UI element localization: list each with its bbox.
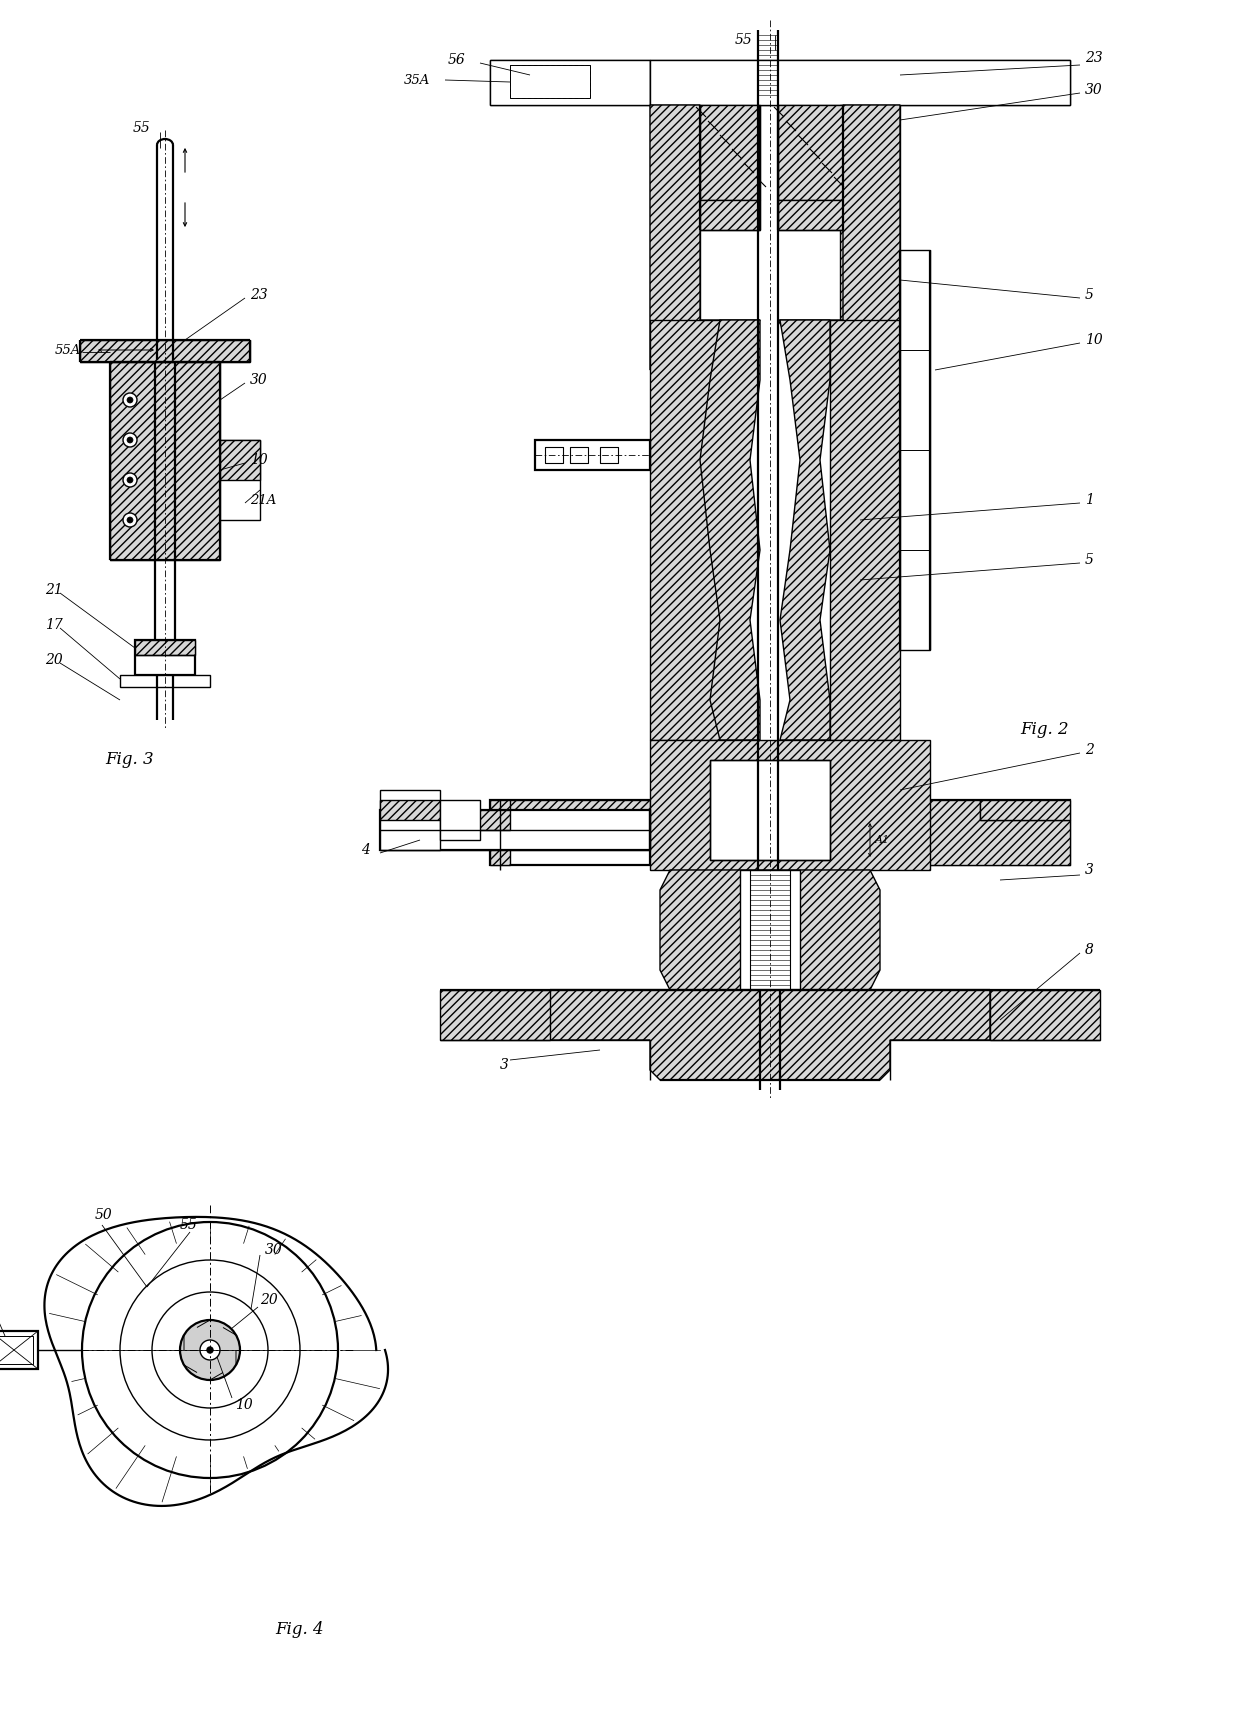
Text: 23: 23: [1085, 52, 1102, 65]
Polygon shape: [650, 105, 701, 370]
Text: 30: 30: [265, 1243, 283, 1257]
Text: 5: 5: [1085, 553, 1094, 567]
Bar: [120, 675, 210, 687]
Text: 21: 21: [45, 584, 63, 598]
Circle shape: [126, 517, 133, 523]
Bar: [650, 740, 930, 870]
Bar: [711, 759, 830, 859]
Bar: [650, 60, 1070, 105]
Circle shape: [180, 1321, 241, 1379]
Bar: [570, 448, 588, 463]
Bar: [830, 320, 900, 740]
Bar: [0, 1336, 33, 1364]
Text: 10: 10: [1085, 332, 1102, 348]
Text: Fig. 2: Fig. 2: [1021, 722, 1069, 739]
Bar: [135, 641, 195, 654]
Text: 2: 2: [1085, 742, 1094, 758]
Bar: [839, 105, 900, 320]
Text: 8: 8: [1085, 944, 1094, 957]
Circle shape: [123, 432, 136, 448]
Bar: [379, 801, 440, 820]
Bar: [219, 441, 260, 480]
Bar: [900, 801, 1070, 864]
Text: 35A: 35A: [404, 74, 430, 86]
Polygon shape: [900, 801, 1070, 864]
Text: Fig. 4: Fig. 4: [275, 1622, 325, 1639]
Bar: [135, 641, 195, 675]
Polygon shape: [701, 320, 760, 381]
Text: A1: A1: [875, 835, 890, 846]
Bar: [701, 105, 760, 200]
Circle shape: [126, 477, 133, 482]
Text: 55: 55: [735, 33, 753, 46]
Text: 4: 4: [361, 844, 370, 858]
Bar: [701, 200, 760, 231]
Text: 56: 56: [448, 53, 465, 67]
Bar: [777, 105, 843, 200]
Text: 50: 50: [95, 1209, 113, 1223]
Text: 20: 20: [45, 653, 63, 666]
Polygon shape: [990, 990, 1100, 1040]
Text: 30: 30: [1085, 83, 1102, 96]
Text: 21A: 21A: [250, 494, 277, 506]
Circle shape: [200, 1340, 219, 1360]
Text: Fig. 3: Fig. 3: [105, 751, 154, 768]
Bar: [650, 105, 701, 320]
Text: 55: 55: [180, 1217, 197, 1231]
Text: 55A: 55A: [55, 343, 82, 356]
Bar: [490, 801, 650, 864]
Bar: [490, 60, 650, 105]
Polygon shape: [551, 990, 990, 1080]
Bar: [650, 320, 720, 740]
Circle shape: [123, 474, 136, 487]
Bar: [81, 339, 250, 362]
Circle shape: [123, 513, 136, 527]
Circle shape: [82, 1223, 339, 1477]
Bar: [0, 1331, 38, 1369]
Bar: [777, 200, 843, 231]
Text: 3: 3: [1085, 863, 1094, 876]
Bar: [600, 448, 618, 463]
Bar: [110, 362, 219, 560]
Polygon shape: [780, 320, 830, 740]
Polygon shape: [701, 320, 760, 740]
Bar: [440, 801, 480, 840]
Bar: [650, 60, 1070, 105]
Polygon shape: [843, 105, 900, 370]
Bar: [534, 441, 650, 470]
Text: 1: 1: [1085, 492, 1094, 506]
Circle shape: [126, 437, 133, 443]
Polygon shape: [777, 320, 843, 381]
Text: 10: 10: [250, 453, 268, 467]
Circle shape: [207, 1347, 213, 1353]
Bar: [379, 790, 440, 851]
Text: 5: 5: [1085, 288, 1094, 301]
Text: 23: 23: [250, 288, 268, 301]
Polygon shape: [490, 801, 650, 864]
Polygon shape: [490, 801, 510, 820]
Polygon shape: [980, 801, 1070, 820]
Text: 30: 30: [250, 374, 268, 387]
Circle shape: [126, 398, 133, 403]
Text: 10: 10: [236, 1398, 253, 1412]
Polygon shape: [660, 870, 880, 990]
Text: 55: 55: [133, 121, 150, 134]
Bar: [900, 250, 930, 649]
Circle shape: [123, 393, 136, 406]
Text: 3: 3: [500, 1057, 508, 1073]
Bar: [490, 60, 650, 105]
Bar: [740, 870, 800, 990]
Bar: [379, 809, 650, 851]
Text: 17: 17: [45, 618, 63, 632]
Bar: [219, 441, 260, 520]
Polygon shape: [440, 990, 551, 1040]
Bar: [546, 448, 563, 463]
Bar: [510, 65, 590, 98]
Text: 20: 20: [260, 1293, 278, 1307]
Bar: [379, 809, 510, 830]
